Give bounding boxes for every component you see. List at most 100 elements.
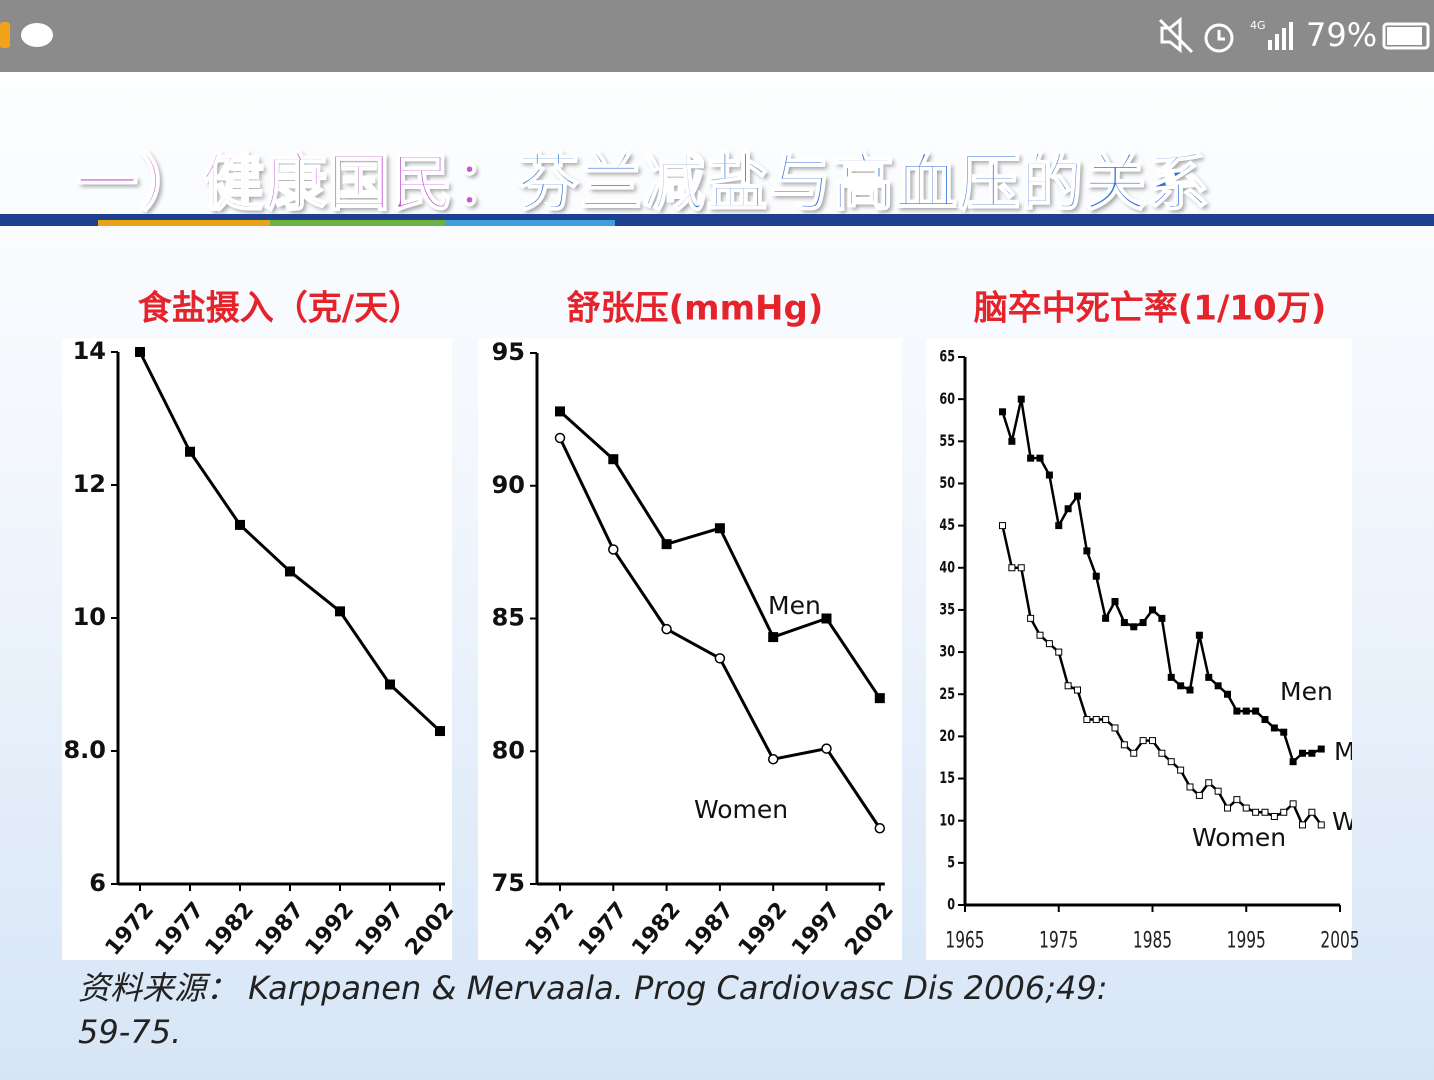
y-tick-label: 90 — [492, 471, 525, 499]
point — [1139, 619, 1147, 627]
y-tick-label: 30 — [939, 643, 955, 662]
point — [1092, 572, 1100, 580]
point — [1195, 791, 1203, 799]
alarm-hands — [1217, 30, 1225, 41]
y-tick-label: 5 — [947, 854, 955, 873]
point — [1195, 631, 1203, 639]
series-label: Men — [1280, 677, 1333, 706]
point — [1317, 745, 1325, 753]
point — [1224, 804, 1231, 812]
point — [1233, 796, 1241, 804]
panel — [478, 338, 902, 960]
point — [1205, 779, 1213, 787]
x-tick-label: 1975 — [1039, 928, 1078, 953]
y-tick-label: 45 — [939, 516, 955, 535]
point — [874, 693, 885, 704]
point — [1074, 686, 1081, 694]
y-tick-label: 8.0 — [63, 736, 106, 764]
point — [1233, 707, 1241, 715]
title-part: 健康国民： — [201, 145, 518, 220]
title-part: 芬兰减盐与高血压的关系 — [516, 145, 1211, 220]
rule-segment — [98, 220, 270, 226]
y-tick-label: 0 — [947, 896, 955, 915]
point — [1261, 808, 1269, 816]
point — [1289, 800, 1297, 808]
point — [1027, 454, 1035, 462]
point — [1252, 808, 1260, 816]
point — [1308, 749, 1316, 757]
point — [1092, 716, 1100, 724]
point — [1261, 716, 1269, 724]
rule-segment — [270, 220, 445, 226]
point — [608, 544, 619, 555]
y-tick-label: 60 — [939, 390, 955, 409]
point — [1167, 673, 1175, 681]
point — [999, 522, 1006, 530]
y-tick-label: 12 — [73, 470, 106, 498]
panel — [926, 338, 1352, 960]
y-tick-label: 15 — [939, 769, 955, 788]
point — [661, 623, 672, 635]
alarm-icon — [1204, 23, 1234, 53]
point — [1111, 724, 1119, 732]
app-icon — [0, 22, 10, 48]
panel — [62, 338, 452, 960]
y-tick-label: 75 — [492, 869, 525, 897]
rule-segment — [445, 220, 615, 226]
point — [821, 743, 832, 754]
point — [1017, 564, 1025, 572]
point — [1158, 614, 1166, 622]
x-tick-label: 1985 — [1133, 928, 1172, 953]
point — [661, 539, 672, 550]
y-tick-label: 25 — [939, 685, 955, 704]
point — [1045, 640, 1053, 648]
point — [1214, 682, 1222, 690]
y-tick-label: 80 — [492, 736, 525, 764]
point — [1045, 471, 1053, 479]
battery-icon — [1382, 22, 1430, 50]
point — [1017, 395, 1025, 403]
point — [1177, 766, 1185, 774]
point — [714, 653, 726, 664]
point — [1120, 619, 1128, 627]
point — [555, 406, 565, 417]
mute-icon — [1158, 16, 1194, 54]
rule-segment — [0, 220, 98, 226]
point — [1055, 522, 1063, 530]
point — [1280, 808, 1288, 816]
y-tick-label: 40 — [939, 559, 955, 578]
y-tick-label: 35 — [939, 601, 955, 620]
point — [1130, 623, 1138, 631]
point — [821, 613, 832, 624]
point — [768, 632, 779, 643]
point — [1177, 682, 1185, 690]
point — [1214, 787, 1222, 795]
point — [1308, 808, 1316, 816]
y-tick-label: 50 — [939, 474, 955, 493]
point — [1036, 454, 1044, 462]
point — [1083, 716, 1091, 724]
slide-title: 一）健康国民：芬兰减盐与高血压的关系 — [75, 132, 1211, 222]
point — [1130, 749, 1138, 757]
point — [1299, 749, 1306, 757]
series-label: Men — [768, 591, 821, 620]
point — [1120, 741, 1128, 749]
y-tick-label: 85 — [492, 604, 525, 632]
status-icons: 4G 79% — [0, 16, 1430, 54]
point — [135, 347, 145, 357]
point — [999, 408, 1006, 416]
chart-title: 食盐摄入（克/天） — [138, 289, 422, 329]
point — [608, 454, 619, 465]
point — [1186, 783, 1194, 791]
point — [1299, 821, 1306, 829]
point — [1064, 682, 1072, 690]
status-bar: 4G 79% — [0, 0, 1434, 72]
x-tick-label: 1965 — [945, 928, 984, 953]
point — [1280, 728, 1288, 736]
y-tick-label: 95 — [492, 338, 525, 366]
point — [1205, 673, 1213, 681]
point — [1111, 597, 1119, 605]
point — [1008, 564, 1016, 572]
source-note: 资料来源： Karppanen & Mervaala. Prog Cardiov… — [78, 969, 1108, 1051]
